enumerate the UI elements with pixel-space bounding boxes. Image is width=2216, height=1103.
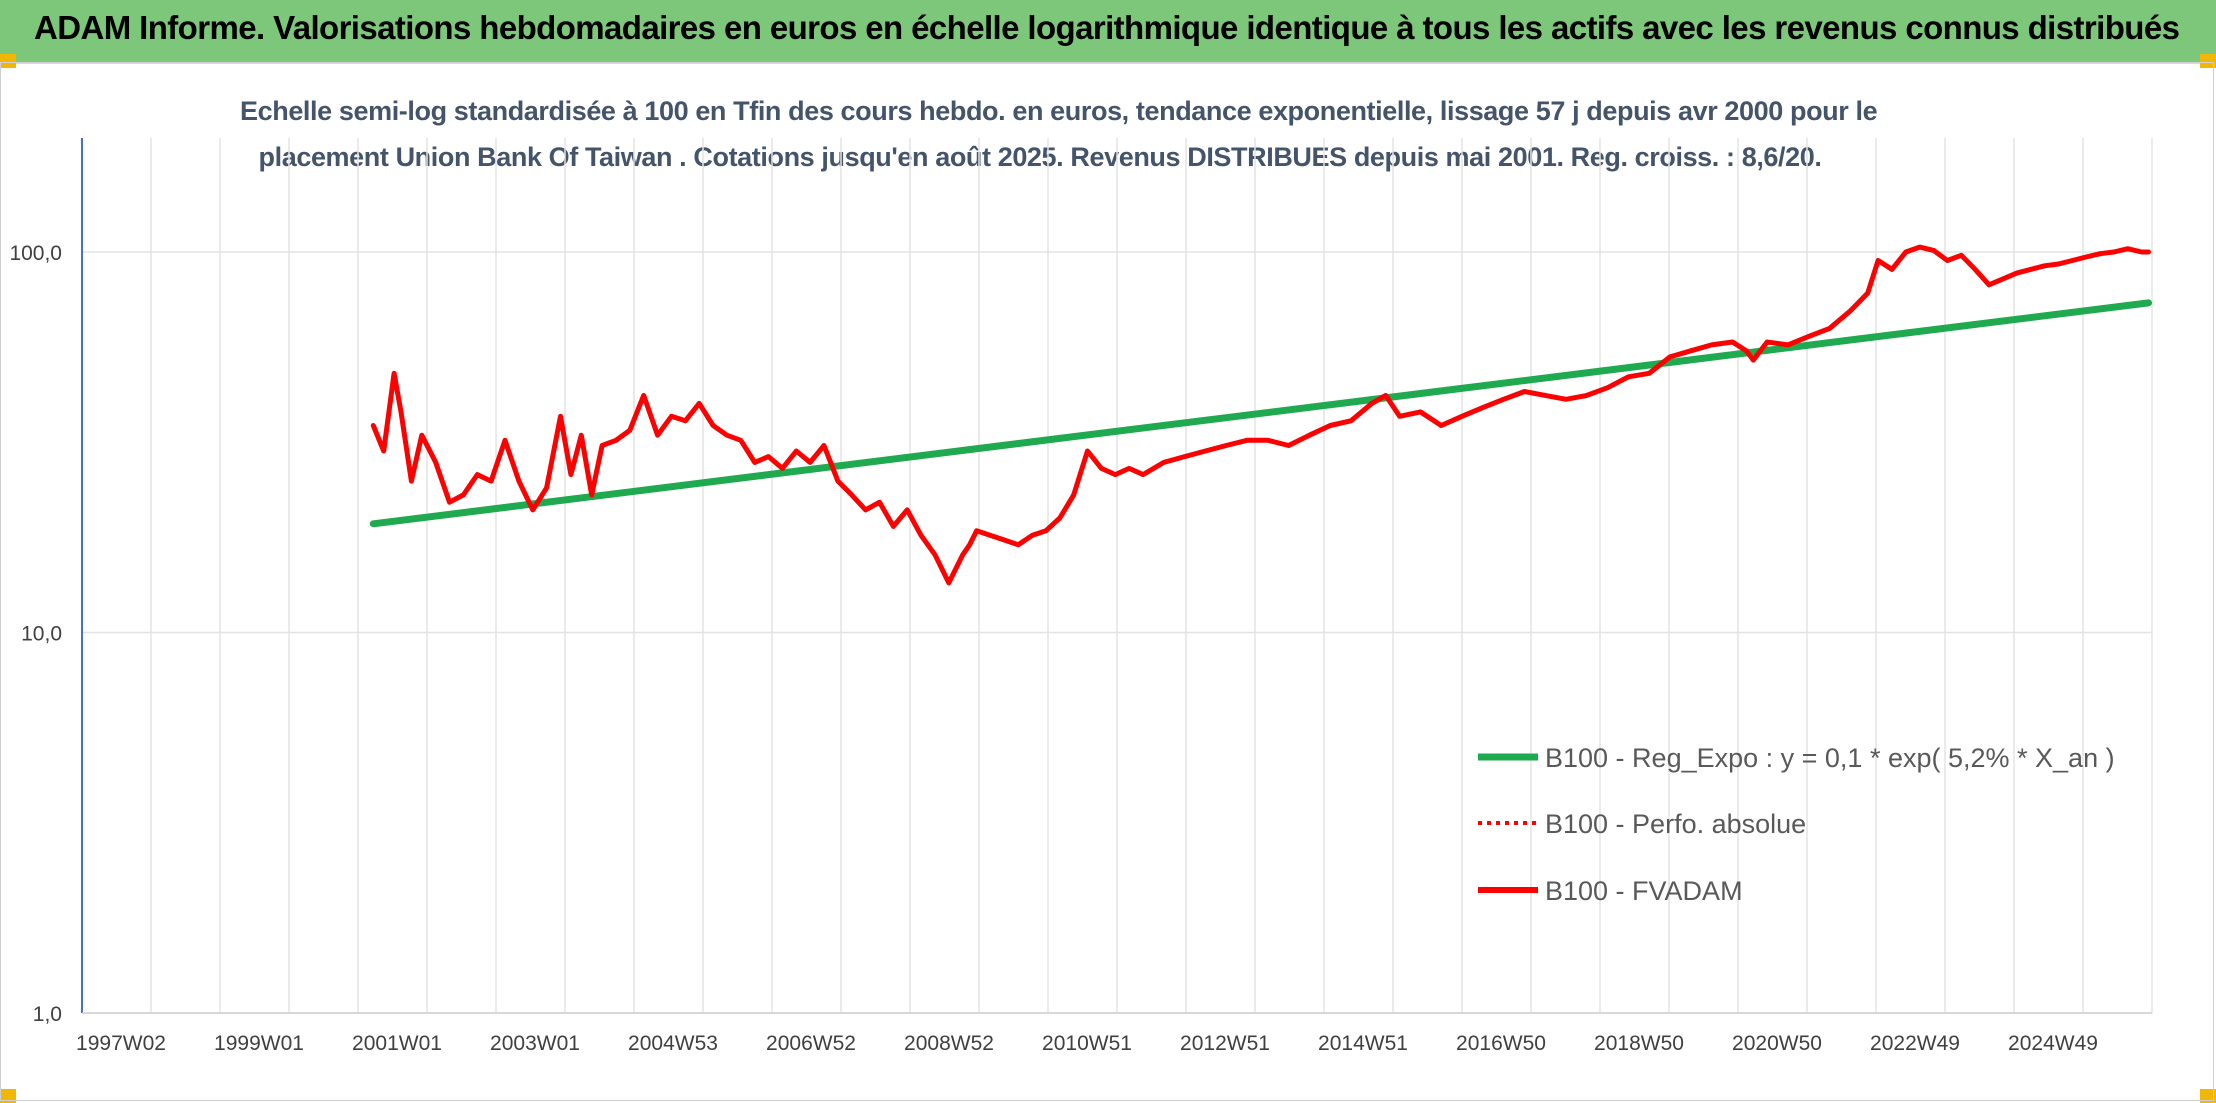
x-tick-label: 2014W51 xyxy=(1318,1032,1408,1055)
y-tick-label: 100,0 xyxy=(9,242,62,265)
x-tick-label: 2012W51 xyxy=(1180,1032,1270,1055)
legend-entry: B100 - Perfo. absolue xyxy=(1545,809,1806,839)
legend-entry: B100 - Reg_Expo : y = 0,1 * exp( 5,2% * … xyxy=(1545,743,2115,773)
legend-entry: B100 - FVADAM xyxy=(1545,876,1743,906)
corner-marker-bottom-left xyxy=(0,1089,16,1103)
chart-frame xyxy=(0,62,2214,1101)
x-tick-label: 2001W01 xyxy=(352,1032,442,1055)
chart-title-line-2: placement Union Bank Of Taiwan . Cotatio… xyxy=(258,142,1822,172)
y-tick-label: 1,0 xyxy=(33,1003,62,1026)
banner-title: ADAM Informe. Valorisations hebdomadaire… xyxy=(34,9,2180,46)
x-tick-label: 2008W52 xyxy=(904,1032,994,1055)
corner-marker-top-right xyxy=(2200,54,2216,68)
banner: ADAM Informe. Valorisations hebdomadaire… xyxy=(0,0,2216,64)
x-tick-label: 2016W50 xyxy=(1456,1032,1546,1055)
x-tick-label: 2003W01 xyxy=(490,1032,580,1055)
x-tick-label: 2018W50 xyxy=(1594,1032,1684,1055)
y-tick-label: 10,0 xyxy=(21,623,62,646)
corner-marker-top-left xyxy=(0,54,16,68)
series-line-reg-expo xyxy=(369,299,2152,528)
corner-marker-bottom-right xyxy=(2200,1089,2216,1103)
x-tick-label: 2010W51 xyxy=(1042,1032,1132,1055)
x-tick-label: 2004W53 xyxy=(628,1032,718,1055)
chart-title-line-1: Echelle semi-log standardisée à 100 en T… xyxy=(240,96,1878,126)
series-line-fvadam xyxy=(370,244,2151,586)
x-tick-label: 1999W01 xyxy=(214,1032,304,1055)
x-tick-label: 2020W50 xyxy=(1732,1032,1822,1055)
x-tick-label: 1997W02 xyxy=(76,1032,166,1055)
x-tick-label: 2022W49 xyxy=(1870,1032,1960,1055)
x-tick-label: 2024W49 xyxy=(2008,1032,2098,1055)
x-tick-label: 2006W52 xyxy=(766,1032,856,1055)
